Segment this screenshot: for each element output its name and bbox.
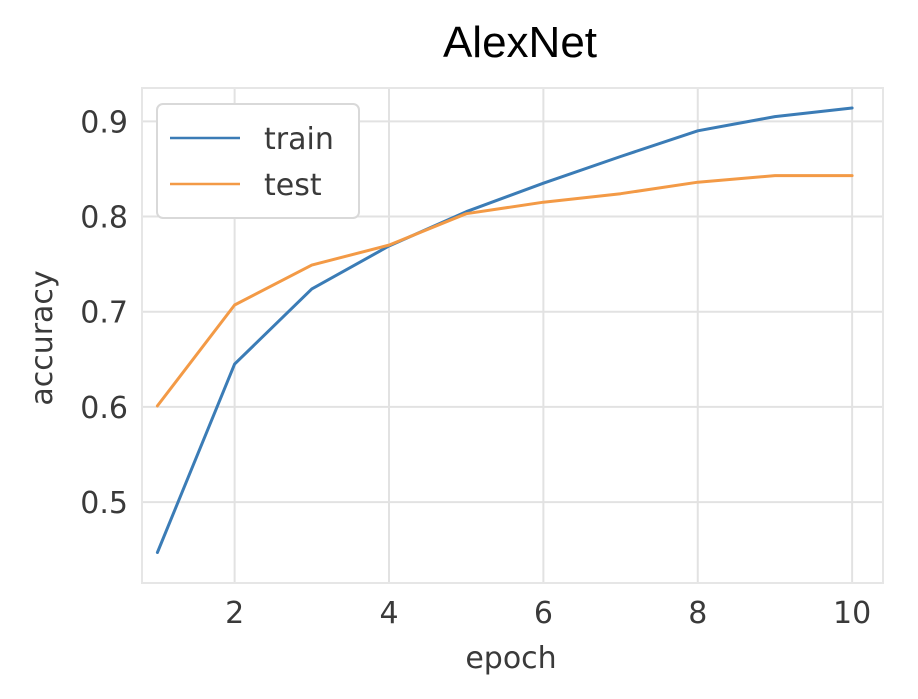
x-tick-label: 6 [534,596,553,631]
legend: train test [156,103,360,219]
y-tick-label: 0.7 [80,296,128,331]
legend-box [156,103,360,219]
x-tick-label: 10 [833,596,871,631]
series-line-test [155,174,854,408]
legend-label-train: train [264,122,334,157]
x-tick-label: 4 [379,596,398,631]
chart-title: AlexNet [442,18,598,67]
y-axis-label: accuracy [25,270,60,405]
x-tick-labels: 2 4 6 8 10 [225,596,871,631]
x-tick-label: 2 [225,596,244,631]
series-lines [155,106,854,554]
y-tick-label: 0.6 [80,391,128,426]
x-tick-label: 8 [688,596,707,631]
plot-frame [141,87,884,584]
x-axis-label: epoch [465,641,556,676]
series-line-train [155,106,854,554]
y-tick-label: 0.9 [80,105,128,140]
y-tick-label: 0.8 [80,201,128,236]
y-tick-labels: 0.5 0.6 0.7 0.8 0.9 [80,105,128,521]
legend-label-test: test [264,168,322,203]
y-tick-label: 0.5 [80,486,128,521]
